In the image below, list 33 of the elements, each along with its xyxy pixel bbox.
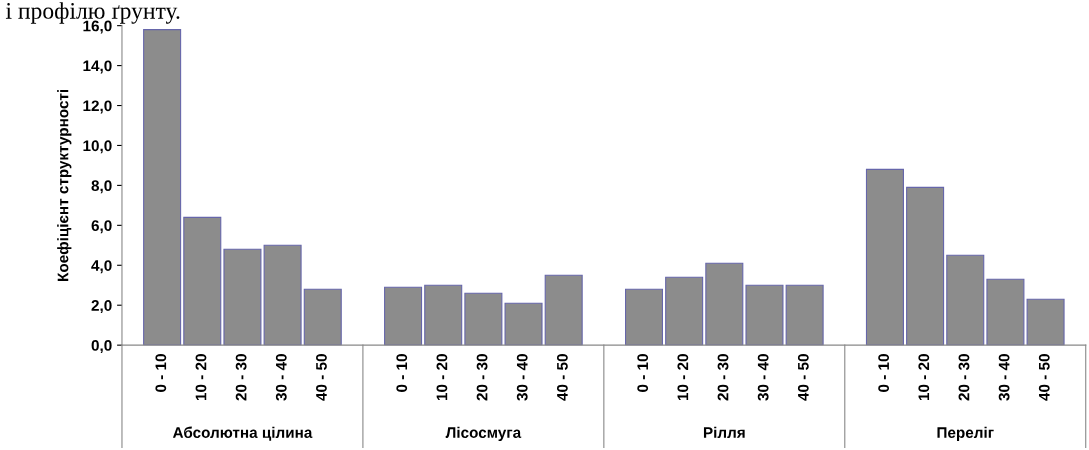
x-tick-label: 10 - 20 [677,354,689,401]
x-tick-label: 40 - 50 [797,354,809,401]
x-tick-label: 20 - 30 [717,354,729,401]
x-tick-label: 20 - 30 [958,354,970,401]
x-tick-label: 0 - 10 [155,354,167,392]
x-tick-label: 10 - 20 [436,354,448,401]
text: Рілля [703,426,745,438]
x-tick-label: 10 - 20 [195,354,207,401]
x-tick-label: 20 - 30 [235,354,247,401]
text: Переліг [937,426,994,441]
x-tick-label: 40 - 50 [1038,354,1050,401]
y-tick-label: 12,0 [83,100,112,114]
y-tick-label: 6,0 [91,220,112,234]
x-tick-label: 30 - 40 [757,354,769,401]
y-tick-label: 10,0 [83,140,112,154]
x-tick-label: 30 - 40 [275,354,287,401]
x-tick-label: 30 - 40 [998,354,1010,401]
x-tick-label: 20 - 30 [476,354,488,401]
y-tick-label: 0,0 [91,340,112,354]
y-axis-title: Коефіцієнт структурності [57,89,72,281]
y-tick-label: 4,0 [91,260,112,274]
y-tick-label: 8,0 [91,180,112,194]
x-tick-label: 40 - 50 [316,354,327,401]
x-tick-label: 0 - 10 [878,354,890,392]
x-tick-label: 40 - 50 [556,354,568,401]
x-tick-label: 10 - 20 [918,354,930,401]
text: Лісосмуга [445,426,522,441]
y-tick-label: 14,0 [83,60,112,74]
y-tick-label: 2,0 [91,300,112,314]
x-tick-label: 0 - 10 [637,354,649,392]
text: Абсолютна цілина [172,426,313,441]
x-tick-label: 30 - 40 [516,354,528,401]
x-tick-label: 0 - 10 [396,354,408,392]
